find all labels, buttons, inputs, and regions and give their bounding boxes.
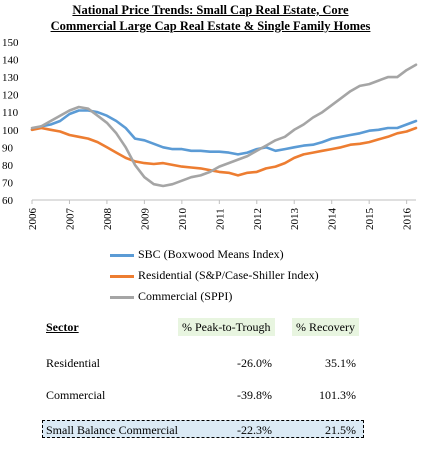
x-tick-label: 2013: [289, 208, 301, 231]
series-line-3: [30, 63, 418, 188]
x-tick-label: 2016: [402, 208, 414, 231]
x-tick-label: 2014: [327, 208, 339, 231]
header-sector: Sector: [46, 320, 79, 334]
row-sector: Residential: [46, 356, 100, 370]
row-sector: Small Balance Commercial: [46, 423, 178, 437]
table-row: Commercial -39.8% 101.3%: [42, 386, 372, 404]
legend-entry: Commercial (SPPI): [110, 288, 232, 304]
x-tick-label: 2007: [64, 208, 76, 231]
y-tick-label: 140: [2, 55, 19, 67]
legend-swatch: [110, 274, 134, 278]
header-peak-to-trough: % Peak-to-Trough: [178, 318, 275, 336]
x-tick-label: 2009: [139, 208, 151, 231]
chart-title-line-1: National Price Trends: Small Cap Real Es…: [72, 3, 349, 17]
chart-title-line-2: Commercial Large Cap Real Estate & Singl…: [50, 19, 371, 33]
legend-entry: SBC (Boxwood Means Index): [110, 246, 284, 262]
x-tick-label: 2011: [214, 208, 226, 230]
y-tick-label: 90: [2, 142, 14, 154]
series-line-2: [30, 126, 418, 177]
table-row-highlighted: Small Balance Commercial -22.3% 21.5%: [42, 420, 364, 438]
legend-label: SBC (Boxwood Means Index): [138, 247, 284, 261]
series-line-1: [30, 109, 418, 156]
line-chart: 150 140 130 120 110 100 90 80 70 60 2006 2007 2008 20…: [2, 37, 418, 231]
legend-label: Residential (S&P/Case-Shiller Index): [138, 268, 319, 282]
x-tick-label: 2015: [364, 208, 376, 231]
legend-label: Commercial (SPPI): [138, 289, 233, 303]
header-recovery: % Recovery: [292, 318, 359, 336]
row-peak: -22.3%: [237, 423, 272, 437]
y-tick-label: 110: [2, 107, 19, 119]
y-tick-label: 100: [2, 125, 19, 137]
y-tick-label: 150: [2, 37, 19, 49]
chart-title: National Price Trends: Small Cap Real Es…: [0, 2, 421, 34]
row-peak: -39.8%: [237, 388, 272, 402]
y-tick-label: 80: [2, 160, 14, 172]
table-row: Residential -26.0% 35.1%: [42, 354, 372, 372]
row-recovery: 101.3%: [319, 388, 356, 402]
legend-swatch: [110, 253, 134, 257]
x-tick-label: 2012: [252, 208, 264, 230]
row-recovery: 21.5%: [325, 423, 356, 437]
row-sector: Commercial: [46, 388, 106, 402]
x-tick-label: 2010: [177, 208, 189, 231]
y-tick-label: 60: [2, 195, 14, 207]
legend-swatch: [110, 295, 134, 299]
y-tick-label: 120: [2, 90, 19, 102]
y-tick-label: 130: [2, 72, 19, 84]
x-tick-label: 2008: [102, 208, 114, 231]
row-recovery: 35.1%: [325, 356, 356, 370]
legend-entry: Residential (S&P/Case-Shiller Index): [110, 267, 319, 283]
y-tick-label: 70: [2, 177, 14, 189]
row-peak: -26.0%: [237, 356, 272, 370]
table-header-row: Sector % Peak-to-Trough % Recovery: [42, 318, 372, 336]
x-tick-label: 2006: [27, 208, 39, 231]
